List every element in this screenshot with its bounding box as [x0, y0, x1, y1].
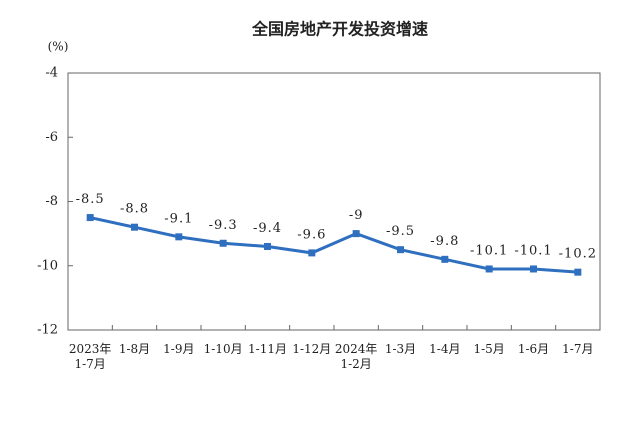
data-label: -9	[349, 208, 364, 223]
data-label: -9.1	[164, 211, 193, 226]
marker	[219, 239, 227, 247]
marker	[441, 255, 449, 263]
data-label: -10.1	[470, 243, 508, 258]
line	[89, 216, 578, 274]
x-tick-label: 1-12月	[292, 342, 332, 356]
marker	[308, 249, 316, 257]
x-tick-label: 1-11月	[248, 342, 287, 356]
x-tick-label: 1-4月	[429, 342, 461, 356]
x-tick-label: 1-6月	[517, 342, 550, 356]
data-label: -9.4	[253, 221, 282, 236]
marker	[397, 246, 404, 254]
marker	[86, 214, 94, 222]
marker	[131, 223, 138, 231]
marker	[574, 268, 582, 276]
data-label: -10.2	[559, 247, 597, 262]
chart-title: 全国房地产开发投资增速	[251, 20, 428, 39]
marker	[175, 233, 183, 241]
y-tick-label: -6	[45, 130, 58, 145]
data-label: -8.8	[120, 202, 149, 217]
data-label: -9.5	[386, 224, 415, 239]
marker	[264, 242, 271, 250]
data-label: -9.8	[430, 234, 459, 249]
x-tick-label: 1-9月	[163, 342, 195, 356]
data-label: -9.6	[297, 227, 326, 242]
x-tick-label: 2024年 1-2月	[334, 342, 378, 371]
marker	[352, 230, 360, 238]
marker	[485, 265, 493, 273]
marker	[530, 265, 537, 273]
y-tick-label: -4	[45, 66, 58, 81]
x-tick-label: 1-7月	[562, 342, 594, 356]
x-tick-label: 2023年 1-7月	[68, 342, 112, 371]
data-label: -9.3	[209, 218, 238, 233]
y-tick-label: -10	[37, 258, 58, 273]
x-tick-label: 1-10月	[203, 342, 243, 356]
x-tick-label: 1-5月	[473, 342, 505, 356]
data-label: -8.5	[76, 192, 105, 207]
x-tick-label: 1-3月	[384, 342, 417, 356]
y-tick-label: -8	[45, 194, 58, 209]
x-tick-label: 1-8月	[118, 342, 151, 356]
data-label: -10.1	[514, 243, 552, 258]
y-tick-label: -12	[37, 323, 58, 338]
y-unit: (%)	[48, 40, 69, 54]
